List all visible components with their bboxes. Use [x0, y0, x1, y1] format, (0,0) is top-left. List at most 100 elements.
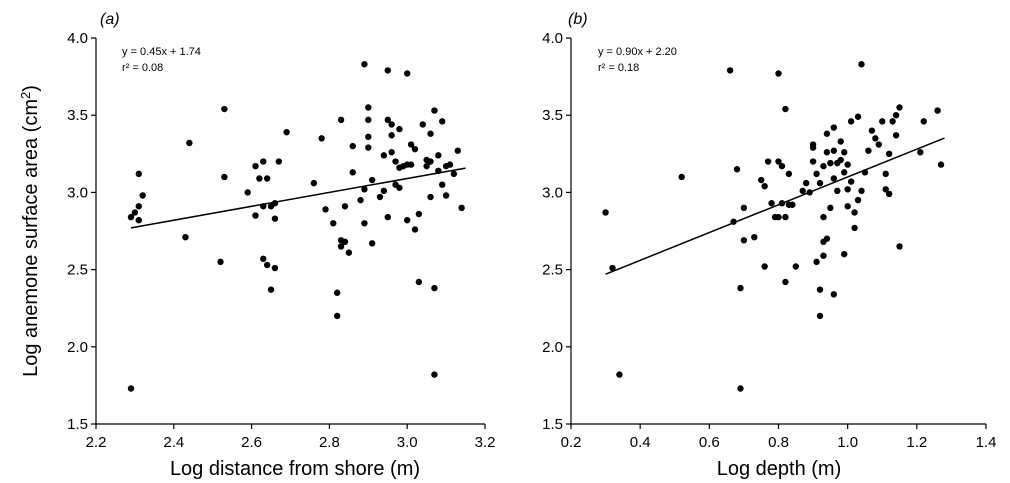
panel-a-data-point [431, 107, 438, 114]
panel-b-data-point [882, 170, 889, 178]
panel-b-data-point [775, 158, 782, 165]
panel-b-data-point [609, 264, 616, 272]
y-axis-title: Log anemone surface area (cm2) [18, 85, 43, 377]
panel-b-data-point [861, 169, 869, 176]
panel-b-data-point [896, 243, 903, 250]
panel-b-data-point [733, 166, 741, 173]
panel-b-data-point [820, 162, 827, 170]
panel-a-data-point [415, 210, 423, 218]
panel-b-data-point [934, 107, 941, 114]
panel-a-data-point [435, 152, 442, 159]
panel-b-data-point [872, 135, 879, 142]
panel-b-data-point [830, 175, 838, 182]
panel-a-data-point [267, 286, 275, 293]
panel-a-data-point [396, 125, 403, 133]
panel-b-y-tick-label: 3.5 [542, 107, 563, 124]
panel-b-data-point [851, 209, 858, 216]
panel-b-data-point [678, 173, 685, 181]
panel-a-data-point [252, 212, 259, 219]
panel-a-label: (a) [100, 11, 120, 28]
panel-b-data-point [889, 118, 896, 125]
panel-a-data-point [392, 158, 399, 165]
panel-b-data-point [809, 158, 817, 165]
panel-b-data-point [730, 218, 737, 225]
panel-b-data-point [830, 291, 838, 298]
panel-a-data-point [454, 147, 461, 154]
panel-b-data-point [844, 186, 851, 193]
panel-b-data-point [920, 118, 927, 125]
panel-a-data-point [263, 175, 271, 182]
panel-a-data-point [384, 67, 391, 74]
panel-a-data-point [221, 105, 228, 113]
panel-b-data-point [768, 200, 775, 207]
panel-a-data-point [411, 226, 419, 233]
panel-b-x-tick-label: 0.2 [561, 434, 582, 451]
panel-a-equation: y = 0.45x + 1.74 [122, 46, 201, 58]
panel-a-data-point [396, 184, 403, 191]
panel-a-data-point [365, 144, 372, 151]
panel-b-y-tick-label: 2.0 [542, 339, 563, 356]
panel-a-data-point [271, 264, 279, 272]
panel-a-data-point [337, 243, 345, 250]
panel-a-x-tick-label: 3.0 [397, 434, 418, 451]
panel-b-data-point [806, 189, 813, 196]
panel-b-data-point [847, 178, 855, 185]
panel-b-data-point [837, 138, 844, 145]
panel-a-data-point [407, 161, 415, 168]
panel-b-data-point [761, 183, 768, 190]
panel-b-data-point [851, 224, 858, 232]
panel-a-data-point [135, 170, 142, 178]
panel-a-data-point [427, 130, 434, 137]
panel-b-data-point [616, 371, 623, 378]
panel-b-data-point [813, 170, 820, 178]
panel-b-equation: y = 0.90x + 2.20 [598, 46, 677, 58]
panel-a-data-point [404, 216, 411, 224]
panel-a-data-point [435, 167, 442, 174]
panel-b-data-point [937, 161, 945, 168]
panel-a-trendline [130, 167, 466, 229]
panel-b-data-point [775, 213, 782, 221]
panel-a-data-point [450, 170, 458, 178]
panel-a-data-point [217, 258, 224, 266]
panel-a-y-tick-label: 4.0 [67, 30, 88, 47]
panel-b-data-point [764, 158, 772, 165]
panel-a-data-point [419, 121, 426, 128]
panel-a-data-point [423, 162, 430, 170]
panel-b-y-tick-label: 4.0 [542, 30, 563, 47]
panel-b-data-point [809, 141, 817, 148]
panel-a-x-tick-label: 2.8 [319, 434, 340, 451]
panel-b-x-tick-label: 0.6 [699, 434, 720, 451]
panel-a-data-point [330, 220, 337, 227]
panel-a-data-point [411, 145, 419, 153]
panel-a-x-tick-label: 2.6 [241, 434, 262, 451]
panel-a-y-tick-label: 3.5 [67, 107, 88, 124]
panel-b-data-point [823, 235, 831, 242]
panel-b-data-point [792, 263, 799, 270]
panel-a-data-point [271, 215, 279, 222]
panel-a-data-point [127, 213, 135, 221]
panel-b-data-point [868, 127, 876, 134]
panel-b-x-tick-label: 1.4 [976, 434, 997, 451]
panel-a-plot-area: 1.5 2.0 2.5 3.0 3.5 4.0 2.2 2.4 2.6 2.8 3.0 3.2 [67, 30, 495, 451]
panel-b-data-point [751, 233, 758, 241]
panel-a-data-point [446, 161, 454, 168]
panel-a-data-point [260, 158, 267, 165]
panel-a-data-point [252, 162, 259, 170]
panel-a-data-point [415, 278, 423, 286]
panel-a-data-point [361, 220, 368, 227]
panel-b-data-point [875, 141, 882, 148]
panel-b-y-tick-label: 2.5 [542, 262, 563, 279]
panel-b-data-point [841, 250, 848, 258]
panel-b-data-point [841, 169, 848, 176]
panel-a-data-point [333, 289, 341, 296]
panel-b-data-point [882, 186, 889, 193]
panel-a-data-point [368, 240, 376, 247]
panel-a-data-point [341, 238, 349, 246]
panel-a-x-tick-label: 2.2 [86, 434, 107, 451]
panel-b-r2: r² = 0.18 [598, 62, 639, 74]
panel-a-data-point [388, 132, 395, 139]
panel-b-data-point [782, 213, 789, 221]
panel-b-data-point [917, 149, 924, 156]
panel-a-data-point [283, 128, 290, 136]
panel-b-data-point [778, 200, 786, 207]
